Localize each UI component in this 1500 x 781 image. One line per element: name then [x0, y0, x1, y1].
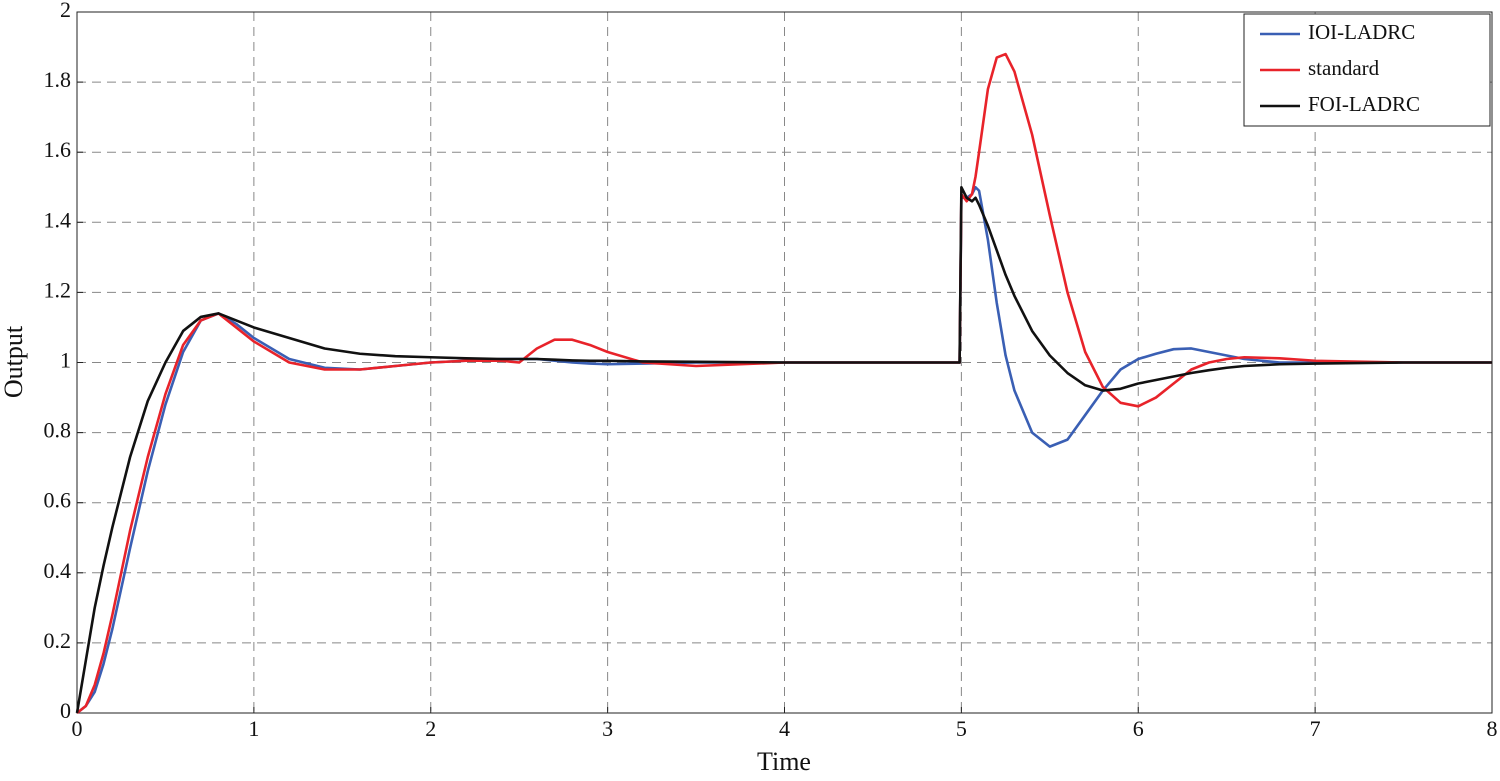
x-tick-label: 7: [1310, 716, 1321, 741]
y-tick-label: 0.8: [44, 418, 72, 443]
x-tick-label: 5: [956, 716, 967, 741]
y-tick-label: 0: [60, 698, 71, 723]
x-tick-label: 8: [1487, 716, 1498, 741]
legend-label: IOI-LADRC: [1308, 20, 1415, 44]
x-tick-label: 6: [1133, 716, 1144, 741]
y-tick-label: 1.2: [44, 277, 72, 302]
y-tick-label: 0.6: [44, 488, 72, 513]
x-tick-label: 3: [602, 716, 613, 741]
y-tick-label: 1.8: [44, 67, 72, 92]
y-tick-label: 1.6: [44, 137, 72, 162]
y-tick-label: 0.4: [44, 558, 72, 583]
x-axis-label: Time: [757, 747, 811, 776]
x-tick-label: 0: [72, 716, 83, 741]
series-line: [75, 185, 1492, 714]
y-tick-label: 1: [60, 348, 71, 373]
legend-label: standard: [1308, 56, 1380, 80]
legend-label: FOI-LADRC: [1308, 92, 1420, 116]
x-tick-label: 4: [779, 716, 790, 741]
legend: IOI-LADRC standard FOI-LADRC: [1243, 13, 1491, 127]
y-tick-label: 1.4: [44, 207, 72, 232]
y-tick-label: 0.2: [44, 628, 72, 653]
y-axis-label: Output: [0, 325, 28, 398]
y-tick-label: 2: [60, 0, 71, 22]
x-tick-label: 2: [425, 716, 436, 741]
x-tick-label: 1: [248, 716, 259, 741]
